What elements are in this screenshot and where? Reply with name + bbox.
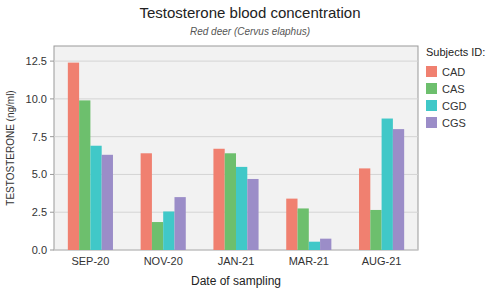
bar: [236, 167, 247, 250]
bars: [68, 63, 404, 250]
tick-label: AUG-21: [362, 255, 402, 267]
tick-mark: [50, 136, 54, 137]
bar: [247, 179, 258, 250]
tick-mark: [50, 61, 54, 62]
tick-mark: [50, 250, 54, 251]
bar: [309, 242, 320, 250]
x-axis: SEP-20 NOV-20 JAN-21 MAR-21 AUG-21: [71, 255, 401, 267]
bar: [393, 129, 404, 250]
plot-area: [54, 46, 418, 250]
axis-label: Date of sampling: [191, 274, 281, 288]
bar: [174, 197, 185, 250]
tick-label: 5.0: [32, 168, 47, 180]
grid-line: [54, 98, 418, 99]
bar: [102, 155, 113, 250]
bar: [298, 208, 309, 250]
title: Testosterone blood concentration: [140, 4, 361, 21]
tick-label: JAN-21: [218, 255, 255, 267]
subtitle: Red deer (Cervus elaphus): [190, 26, 310, 37]
tick-label: 7.5: [32, 131, 47, 143]
legend-label: CGD: [442, 100, 467, 112]
legend-label: CGS: [442, 117, 466, 129]
legend-swatch: [426, 83, 437, 94]
bar: [320, 239, 331, 250]
tick-mark: [50, 212, 54, 213]
bar: [225, 153, 236, 250]
grid-line: [54, 61, 418, 62]
bar: [90, 146, 101, 250]
legend-swatch: [426, 100, 437, 111]
bar: [370, 210, 381, 250]
legend-title: Subjects ID:: [426, 46, 485, 58]
bar: [382, 119, 393, 250]
bar: [163, 211, 174, 250]
tick-label: 12.5: [26, 55, 47, 67]
bar: [286, 199, 297, 250]
axis-label: TESTOSTERONE (ng/ml): [5, 90, 16, 205]
bar: [213, 149, 224, 250]
bar: [359, 168, 370, 250]
tick-label: 10.0: [26, 93, 47, 105]
legend: Subjects ID: CAD CAS CGD CGS: [426, 46, 485, 129]
legend-label: CAS: [442, 83, 465, 95]
tick-label: MAR-21: [289, 255, 329, 267]
tick-label: 2.5: [32, 206, 47, 218]
bar: [68, 63, 79, 250]
tick-label: SEP-20: [71, 255, 109, 267]
legend-label: CAD: [442, 66, 465, 78]
grid-line: [54, 136, 418, 137]
bar: [79, 100, 90, 250]
tick-label: 0.0: [32, 244, 47, 256]
tick-mark: [50, 174, 54, 175]
legend-swatch: [426, 66, 437, 77]
bar: [152, 222, 163, 250]
tick-label: NOV-20: [144, 255, 183, 267]
bar: [141, 153, 152, 250]
chart: Testosterone blood concentration Red deer…: [0, 0, 500, 293]
y-axis: 0.0 2.5 5.0 7.5 10.0 12.5: [26, 55, 418, 256]
tick-mark: [50, 98, 54, 99]
legend-swatch: [426, 117, 437, 128]
